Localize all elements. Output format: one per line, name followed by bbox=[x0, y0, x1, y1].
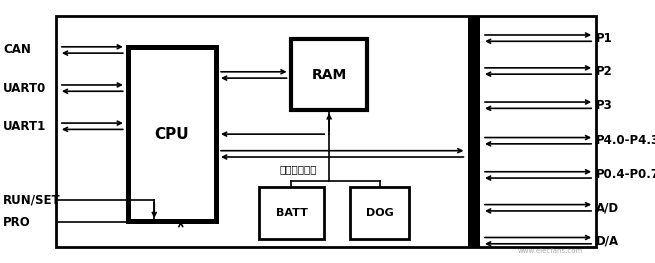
Text: RUN/SET: RUN/SET bbox=[3, 193, 61, 206]
Text: A/D: A/D bbox=[596, 201, 619, 214]
Text: DOG: DOG bbox=[366, 208, 394, 218]
Text: www.elecfans.com: www.elecfans.com bbox=[517, 248, 583, 254]
Text: BATT: BATT bbox=[276, 208, 307, 218]
Text: 嵌入扩展接口: 嵌入扩展接口 bbox=[279, 165, 317, 175]
Bar bbox=[128, 47, 216, 221]
Bar bbox=[259, 187, 324, 239]
Bar bbox=[350, 187, 409, 239]
Text: UART1: UART1 bbox=[3, 120, 47, 133]
Text: CAN: CAN bbox=[3, 43, 31, 57]
Text: P0.4-P0.7: P0.4-P0.7 bbox=[596, 168, 655, 181]
Bar bbox=[468, 16, 480, 247]
Text: CPU: CPU bbox=[155, 127, 189, 142]
Text: PRO: PRO bbox=[3, 216, 31, 229]
Text: D/A: D/A bbox=[596, 234, 619, 247]
Text: P4.0-P4.3: P4.0-P4.3 bbox=[596, 134, 655, 147]
Bar bbox=[291, 39, 367, 110]
Text: P2: P2 bbox=[596, 64, 613, 78]
Text: P1: P1 bbox=[596, 32, 613, 45]
Bar bbox=[56, 16, 596, 247]
Text: UART0: UART0 bbox=[3, 82, 47, 95]
Text: P3: P3 bbox=[596, 99, 613, 112]
Text: RAM: RAM bbox=[312, 68, 346, 82]
